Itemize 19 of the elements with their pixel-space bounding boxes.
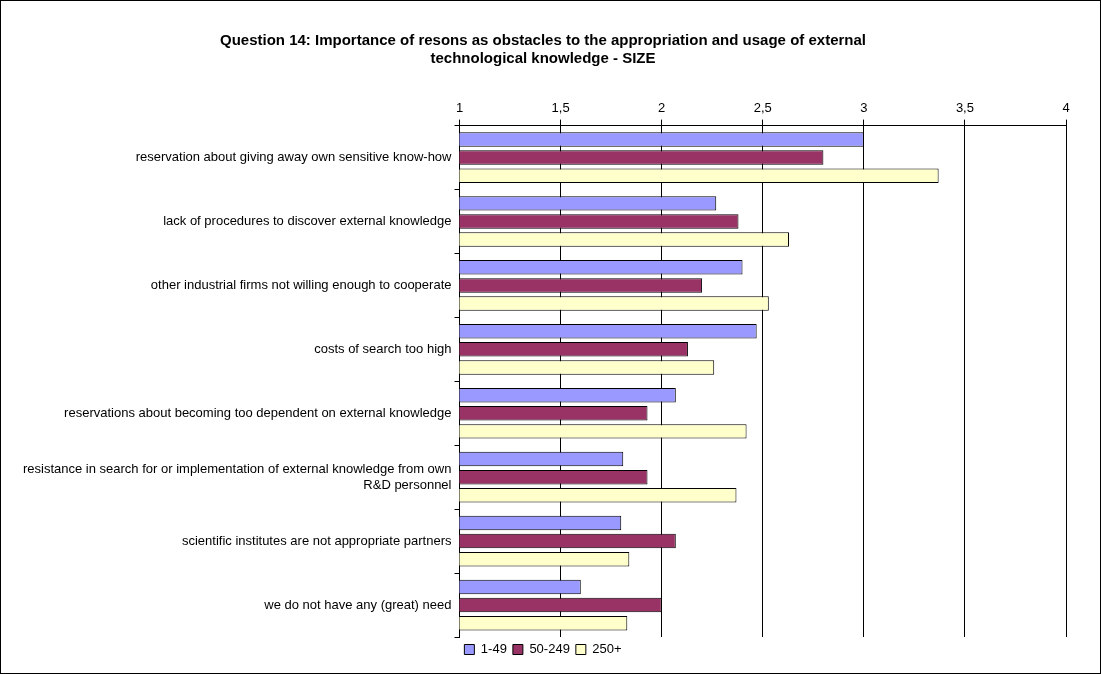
y-tick-label: reservation about giving away own sensitive know-how bbox=[135, 149, 453, 165]
y-tick-label: scientific institutes are not appropriate partners bbox=[181, 532, 452, 548]
y-tick-label: resistance in search for or implementation of external knowledge from own R&D personnel bbox=[22, 460, 452, 492]
x-tick-label: 1 bbox=[455, 100, 464, 116]
x-tick-label: 3,5 bbox=[955, 100, 974, 116]
x-tick-label: 2 bbox=[658, 100, 666, 116]
chart-title: Question 14: Importance of resons as obstacles to the appropriation and usage of external technological knowledge - SIZE bbox=[220, 31, 866, 67]
x-tick-label: 1,5 bbox=[551, 100, 570, 116]
y-tick-label: lack of procedures to discover external knowledge bbox=[163, 213, 452, 229]
y-tick-label: costs of search too high bbox=[314, 340, 452, 356]
x-tick-label: 4 bbox=[1062, 100, 1070, 116]
x-tick-label: 3 bbox=[860, 100, 868, 116]
legend-label: 1-49 bbox=[480, 641, 507, 657]
x-tick-label: 2,5 bbox=[753, 100, 772, 116]
legend-label: 50-249 bbox=[529, 641, 570, 657]
y-tick-label: other industrial firms not willing enough to cooperate bbox=[150, 276, 452, 292]
y-tick-label: we do not have any (great) need bbox=[263, 596, 452, 612]
y-tick-label: reservations about becoming too dependent on external knowledge bbox=[64, 404, 452, 420]
legend-label: 250+ bbox=[592, 641, 622, 657]
